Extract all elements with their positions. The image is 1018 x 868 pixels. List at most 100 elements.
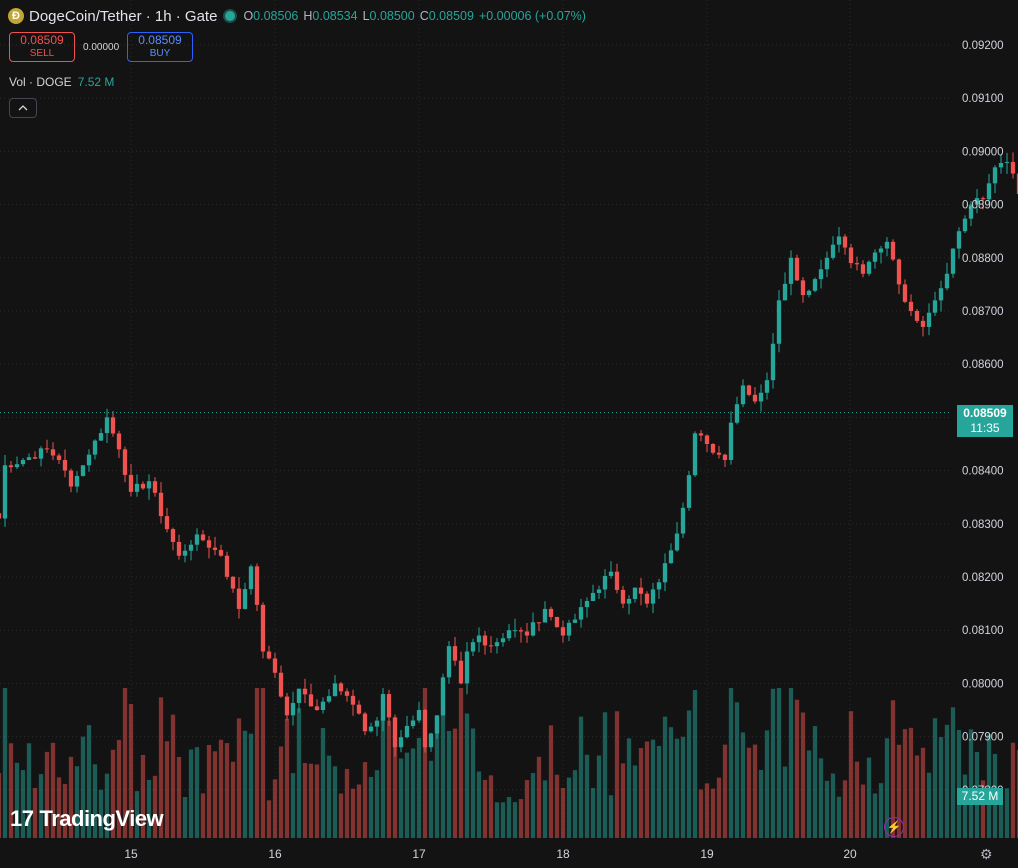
- candle-body: [164, 516, 170, 530]
- candle-body: [494, 642, 500, 647]
- sell-button[interactable]: 0.08509 SELL: [9, 32, 75, 62]
- candle-body: [902, 284, 908, 302]
- volume-bar: [848, 711, 854, 838]
- volume-bar: [554, 774, 560, 838]
- candle-body: [26, 457, 32, 460]
- volume-bar: [560, 788, 566, 838]
- volume-bar: [50, 742, 56, 838]
- candle-body: [500, 638, 506, 643]
- candle-body: [332, 683, 338, 697]
- volume-bar: [428, 760, 434, 838]
- candle-body: [548, 608, 554, 617]
- volume-bar: [206, 744, 212, 838]
- candle-body: [980, 198, 986, 200]
- settings-gear-icon[interactable]: ⚙: [980, 846, 993, 862]
- candle-body: [422, 710, 428, 748]
- volume-bar: [0, 773, 2, 838]
- candle-body: [80, 465, 86, 476]
- candle-body: [398, 737, 404, 748]
- volume-bar: [248, 733, 254, 838]
- candles: [0, 152, 1018, 757]
- volume-bar: [578, 716, 584, 838]
- volume-bar: [812, 726, 818, 838]
- tradingview-logo[interactable]: 17 TradingView: [10, 806, 164, 832]
- lightning-icon[interactable]: ⚡: [884, 817, 904, 837]
- candle-body: [758, 392, 764, 402]
- candle-body: [620, 589, 626, 604]
- candle-body: [368, 726, 374, 732]
- candle-body: [950, 248, 956, 274]
- volume-bar: [170, 714, 176, 838]
- candle-body: [206, 540, 212, 548]
- candle-body: [152, 481, 158, 493]
- time-tick-label: 18: [556, 847, 570, 861]
- candle-body: [290, 702, 296, 716]
- volume-bar: [872, 793, 878, 838]
- price-tick-label: 0.08000: [962, 678, 1004, 690]
- candle-countdown: 11:35: [970, 421, 1000, 435]
- candle-body: [350, 695, 356, 705]
- volume-bar: [56, 777, 62, 838]
- candle-body: [464, 651, 470, 684]
- candle-body: [686, 475, 692, 508]
- candle-body: [248, 566, 254, 590]
- volume-bar: [890, 700, 896, 838]
- volume-bar: [290, 773, 296, 838]
- volume-bar: [494, 802, 500, 838]
- buy-button[interactable]: 0.08509 BUY: [127, 32, 193, 62]
- volume-bar: [488, 775, 494, 838]
- candle-body: [662, 563, 668, 583]
- price-tick-label: 0.08900: [962, 200, 1004, 212]
- candle-body: [602, 575, 608, 590]
- candle-body: [278, 672, 284, 697]
- candle-body: [632, 587, 638, 599]
- candle-body: [188, 544, 194, 551]
- volume-bar: [230, 761, 236, 838]
- price-tick-label: 0.07900: [962, 732, 1004, 744]
- time-tick-label: 19: [700, 847, 714, 861]
- candle-body: [872, 252, 878, 262]
- candle-body: [200, 534, 206, 541]
- volume-bar: [968, 729, 974, 838]
- volume-bar: [902, 729, 908, 838]
- volume-bar: [20, 770, 26, 838]
- volume-bar: [398, 758, 404, 838]
- volume-bar: [98, 789, 104, 838]
- collapse-legend-button[interactable]: [9, 98, 37, 118]
- candle-body: [650, 589, 656, 604]
- volume-bar: [782, 766, 788, 838]
- candle-body: [908, 301, 914, 311]
- symbol-title[interactable]: DogeCoin/Tether · 1h · Gate: [29, 7, 218, 25]
- volume-bar: [440, 688, 446, 838]
- volume-bar: [1010, 742, 1016, 838]
- volume-bar: [152, 775, 158, 838]
- volume-bar: [176, 756, 182, 838]
- volume-bar: [788, 688, 794, 838]
- volume-bar: [656, 745, 662, 838]
- candle-body: [392, 717, 398, 748]
- volume-bar: [716, 777, 722, 838]
- candle-body: [158, 492, 164, 517]
- volume-bar: [74, 766, 80, 838]
- volume-legend[interactable]: Vol · DOGE 7.52 M: [9, 75, 114, 89]
- candle-body: [110, 417, 116, 434]
- candle-body: [614, 571, 620, 590]
- volume-bar: [380, 696, 386, 838]
- time-tick-label: 17: [412, 847, 426, 861]
- volume-bar: [740, 732, 746, 838]
- candle-body: [962, 218, 968, 232]
- volume-bar: [356, 784, 362, 838]
- candle-body: [572, 619, 578, 623]
- candle-body: [608, 571, 614, 576]
- volume-bar: [752, 744, 758, 838]
- volume-bar: [110, 749, 116, 838]
- candle-body: [818, 269, 824, 280]
- volume-bar: [212, 751, 218, 838]
- volume-bar: [308, 763, 314, 838]
- sell-label: SELL: [29, 48, 55, 59]
- volume-bar: [512, 802, 518, 838]
- tradingview-mark-icon: 17: [10, 806, 34, 831]
- candle-body: [530, 622, 536, 636]
- volume-bar: [962, 774, 968, 838]
